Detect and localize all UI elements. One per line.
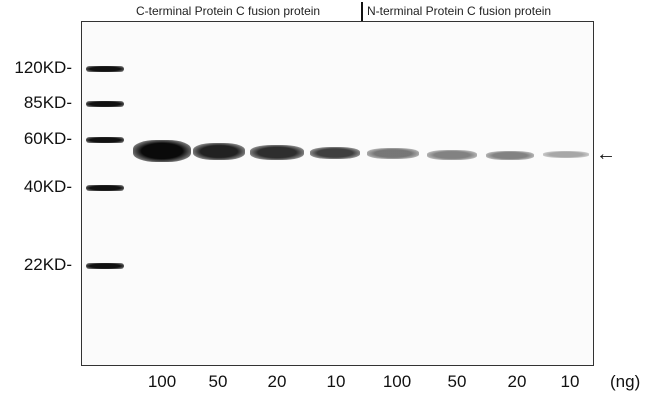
lane-label-5: 100 — [382, 372, 412, 391]
lane-band-2 — [193, 143, 245, 160]
lane-band-7 — [486, 151, 534, 160]
marker-label-120kd: 120KD- — [14, 58, 72, 77]
lane-band-4 — [310, 147, 360, 159]
ladder-band-60kd — [86, 137, 124, 143]
marker-label-60kd: 60KD- — [23, 129, 72, 148]
lane-band-8 — [543, 151, 589, 158]
n-terminal-header: N-terminal Protein C fusion protein — [367, 4, 552, 18]
arrow-icon: ← — [596, 143, 616, 165]
c-terminal-header: C-terminal Protein C fusion protein — [136, 4, 321, 18]
ladder-band-120kd — [86, 66, 124, 72]
marker-label-40kd: 40KD- — [23, 177, 72, 196]
ladder-band-40kd — [86, 185, 124, 191]
ladder-band-85kd — [86, 101, 124, 107]
lane-label-4: 10 — [326, 372, 346, 391]
lane-band-3 — [250, 145, 304, 160]
lane-label-1: 100 — [147, 372, 177, 391]
marker-label-85kd: 85KD- — [23, 93, 72, 112]
marker-label-22kd: 22KD- — [23, 255, 72, 274]
lane-label-2: 50 — [208, 372, 228, 391]
ladder-band-22kd — [86, 263, 124, 269]
lane-label-7: 20 — [507, 372, 527, 391]
lane-band-5 — [367, 148, 419, 159]
blot-panel — [81, 21, 594, 366]
lane-band-1 — [133, 140, 191, 162]
lane-band-6 — [427, 150, 477, 160]
lane-label-3: 20 — [267, 372, 287, 391]
lane-label-8: 10 — [560, 372, 580, 391]
lane-label-6: 50 — [447, 372, 467, 391]
unit-label: (ng) — [610, 372, 641, 391]
